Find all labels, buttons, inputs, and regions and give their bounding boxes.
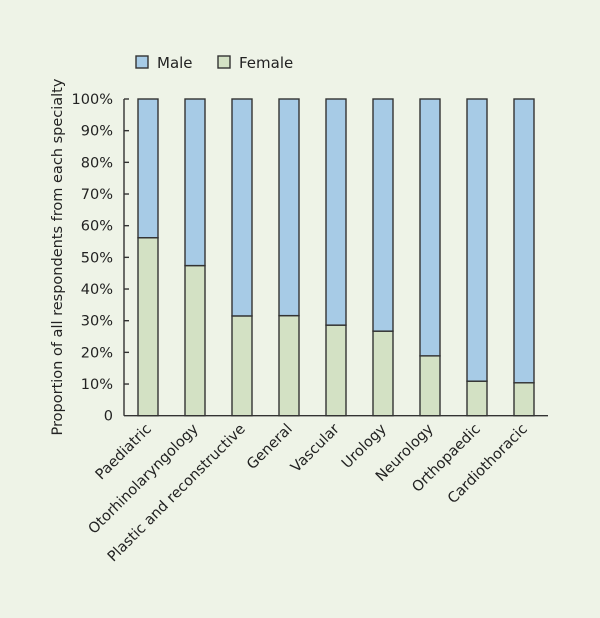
y-tick-label: 50% [81, 250, 113, 266]
bar-segment-male [372, 98, 394, 332]
legend-swatch-female [217, 55, 231, 69]
bar-plastic-and-reconstructive [231, 98, 253, 417]
bars [137, 98, 535, 417]
bar-neurology [419, 98, 441, 417]
bar-segment-female [372, 330, 394, 417]
bar-general [278, 98, 300, 417]
y-tick-label: 40% [81, 282, 113, 298]
bar-otorhinolaryngology [184, 98, 206, 417]
y-axis-title: Proportion of all respondents from each … [50, 78, 66, 435]
bar-segment-male [231, 98, 253, 317]
y-tick-label: 60% [81, 219, 113, 235]
y-axis: 0 10% 20% 30% 40% 50% 60% 70% 80% 90% 100% [72, 92, 129, 425]
legend: Male Female [135, 54, 293, 72]
bar-segment-female [278, 314, 300, 417]
legend-swatch-male [135, 55, 149, 69]
bar-segment-male [419, 98, 441, 357]
bar-segment-male [184, 98, 206, 267]
bar-segment-female [513, 382, 535, 417]
y-tick-label: 20% [81, 345, 113, 361]
y-tick-label: 30% [81, 314, 113, 330]
bar-segment-male [466, 98, 488, 382]
bar-segment-male [278, 98, 300, 317]
bar-segment-female [419, 355, 441, 417]
bar-segment-female [184, 264, 206, 417]
bar-segment-male [513, 98, 535, 384]
bar-segment-female [137, 237, 159, 417]
bar-orthopaedic [466, 98, 488, 417]
bar-segment-female [325, 324, 347, 417]
legend-label-female: Female [239, 54, 293, 72]
x-tick-label: Cardiothoracic [445, 421, 531, 507]
bar-cardiothoracic [513, 98, 535, 417]
y-tick-label: 100% [72, 92, 113, 108]
y-tick-label: 0 [104, 409, 113, 425]
bar-segment-female [231, 315, 253, 417]
y-tick-label: 10% [81, 377, 113, 393]
y-tick-label: 80% [81, 155, 113, 171]
bar-vascular [325, 98, 347, 417]
bar-urology [372, 98, 394, 417]
bar-paediatric [137, 98, 159, 417]
bar-segment-male [325, 98, 347, 326]
legend-label-male: Male [157, 54, 193, 72]
y-tick-label: 90% [81, 124, 113, 140]
bar-segment-female [466, 380, 488, 417]
y-tick-label: 70% [81, 187, 113, 203]
x-tick-label: Vascular [288, 421, 343, 476]
bar-segment-male [137, 98, 159, 239]
